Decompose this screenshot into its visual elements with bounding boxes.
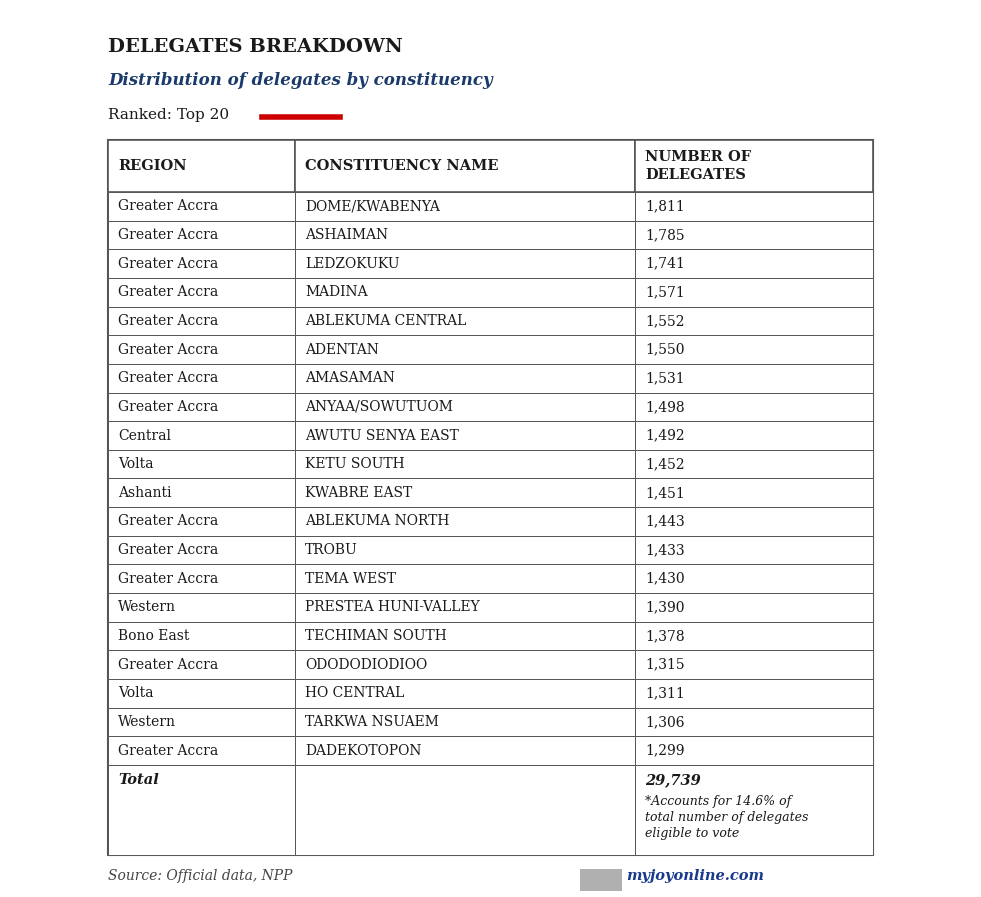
Bar [635,507,873,536]
Bar [108,278,295,307]
Text: 1,452: 1,452 [645,457,685,471]
Bar [635,593,873,622]
Text: TECHIMAN SOUTH: TECHIMAN SOUTH [305,629,446,643]
Bar [108,564,295,593]
Text: 1,451: 1,451 [645,486,685,500]
Text: Greater Accra: Greater Accra [118,343,218,357]
Text: Western: Western [118,715,176,729]
Bar [295,221,635,249]
Text: DOME/KWABENYA: DOME/KWABENYA [305,199,439,213]
Bar [295,593,635,622]
Bar [108,335,295,364]
Text: Greater Accra: Greater Accra [118,400,218,414]
Bar [108,679,295,708]
Bar [108,140,295,192]
Text: KETU SOUTH: KETU SOUTH [305,457,404,471]
Text: Greater Accra: Greater Accra [118,658,218,672]
Bar [295,307,635,335]
Bar [635,478,873,507]
Bar [108,708,295,736]
Bar [295,140,635,192]
Text: Ranked: Top 20: Ranked: Top 20 [108,108,230,122]
Bar [635,679,873,708]
Bar [108,450,295,478]
Bar [295,679,635,708]
Text: 1,492: 1,492 [645,429,685,442]
Bar [635,307,873,335]
Bar [635,536,873,564]
Text: ABLEKUMA NORTH: ABLEKUMA NORTH [305,515,449,528]
Bar [635,622,873,650]
Bar [108,507,295,536]
Bar [108,478,295,507]
Text: Volta: Volta [118,457,153,471]
Text: 1,390: 1,390 [645,600,685,614]
Bar [295,249,635,278]
Text: eligible to vote: eligible to vote [645,827,740,840]
Bar [108,393,295,422]
Bar [108,422,295,450]
Text: LEDZOKUKU: LEDZOKUKU [305,257,399,271]
Text: 1,741: 1,741 [645,257,685,271]
Bar [295,736,635,765]
Text: PRESTEA HUNI-VALLEY: PRESTEA HUNI-VALLEY [305,600,480,614]
Text: 1,378: 1,378 [645,629,685,643]
Text: DELEGATES BREAKDOWN: DELEGATES BREAKDOWN [108,38,403,56]
Bar [108,140,873,855]
Bar [108,364,295,393]
Text: *Accounts for 14.6% of: *Accounts for 14.6% of [645,795,792,808]
Text: Distribution of delegates by constituency: Distribution of delegates by constituenc… [108,72,492,89]
Text: ANYAA/SOWUTUOM: ANYAA/SOWUTUOM [305,400,453,414]
Bar [635,708,873,736]
Text: ABLEKUMA CENTRAL: ABLEKUMA CENTRAL [305,314,466,328]
Bar [295,364,635,393]
Bar [635,450,873,478]
Bar [635,422,873,450]
Bar [108,192,295,221]
Text: 1,443: 1,443 [645,515,685,528]
Text: TROBU: TROBU [305,543,358,557]
Bar [635,393,873,422]
Text: 29,739: 29,739 [645,773,700,787]
Text: 1,785: 1,785 [645,228,685,242]
Bar [295,422,635,450]
Text: NUMBER OF
DELEGATES: NUMBER OF DELEGATES [645,151,751,182]
Text: TEMA WEST: TEMA WEST [305,571,396,586]
Text: myjoyonline.com: myjoyonline.com [626,869,764,883]
Bar [295,765,635,855]
Text: 1,811: 1,811 [645,199,685,213]
Text: Central: Central [118,429,171,442]
Bar [108,650,295,679]
Text: total number of delegates: total number of delegates [645,811,808,824]
Bar [295,450,635,478]
Text: 1,306: 1,306 [645,715,685,729]
Bar [635,765,873,855]
Text: Greater Accra: Greater Accra [118,314,218,328]
Bar [635,650,873,679]
Text: Greater Accra: Greater Accra [118,199,218,213]
Text: 1,299: 1,299 [645,744,685,758]
Text: KWABRE EAST: KWABRE EAST [305,486,412,500]
Text: Greater Accra: Greater Accra [118,744,218,758]
Bar [108,622,295,650]
Text: Western: Western [118,600,176,614]
Bar [635,221,873,249]
Text: ADENTAN: ADENTAN [305,343,379,357]
Text: AMASAMAN: AMASAMAN [305,371,395,385]
Bar [108,593,295,622]
Text: CONSTITUENCY NAME: CONSTITUENCY NAME [305,159,498,173]
Text: ASHAIMAN: ASHAIMAN [305,228,388,242]
Text: DADEKOTOPON: DADEKOTOPON [305,744,422,758]
Bar [295,622,635,650]
Text: AWUTU SENYA EAST: AWUTU SENYA EAST [305,429,459,442]
Bar [635,249,873,278]
Bar [635,564,873,593]
Bar [108,736,295,765]
Bar [635,364,873,393]
Text: 1,550: 1,550 [645,343,685,357]
Text: Source: Official data, NPP: Source: Official data, NPP [108,869,292,883]
Text: Greater Accra: Greater Accra [118,543,218,557]
Text: Greater Accra: Greater Accra [118,257,218,271]
Text: 1,433: 1,433 [645,543,685,557]
